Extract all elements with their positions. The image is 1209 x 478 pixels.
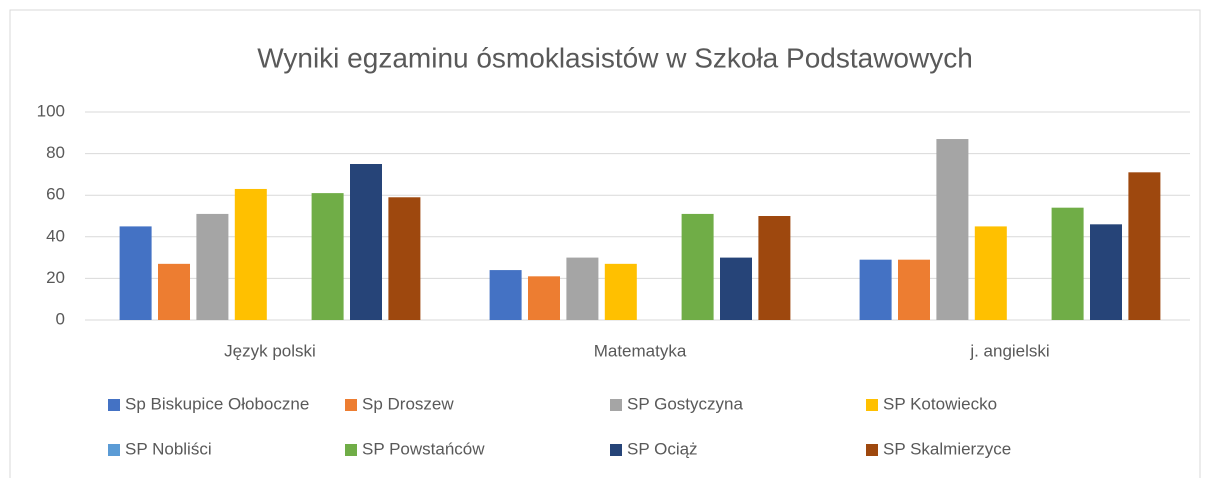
bar [388, 197, 421, 320]
bar [898, 259, 930, 320]
bar [158, 263, 190, 320]
x-tick-label: Język polski [224, 341, 316, 360]
y-tick-label: 40 [46, 226, 65, 245]
y-tick-label: 0 [56, 309, 65, 328]
bar [936, 139, 969, 320]
legend-label: SP Kotowiecko [883, 394, 997, 413]
bar [489, 270, 522, 320]
legend-label: SP Powstańców [362, 439, 485, 458]
bar [1090, 224, 1122, 320]
legend-swatch [866, 444, 878, 456]
legend-label: SP Nobliści [125, 439, 212, 458]
x-tick-label: Matematyka [594, 341, 687, 360]
bar [566, 257, 599, 320]
legend-swatch [345, 444, 357, 456]
legend-swatch [610, 444, 622, 456]
legend-label: SP Gostyczyna [627, 394, 743, 413]
legend-swatch [108, 444, 120, 456]
legend-label: Sp Biskupice Ołoboczne [125, 394, 309, 413]
legend-swatch [866, 399, 878, 411]
legend-swatch [108, 399, 120, 411]
bar [681, 213, 714, 320]
bar [311, 193, 344, 320]
bar [1051, 207, 1084, 320]
bar [234, 188, 267, 320]
chart-title: Wyniki egzaminu ósmoklasistów w Szkoła P… [257, 42, 973, 73]
bar [196, 213, 229, 320]
y-tick-label: 100 [37, 101, 65, 120]
bar [720, 257, 752, 320]
bar [528, 276, 560, 320]
legend-label: Sp Droszew [362, 394, 454, 413]
bar [350, 164, 382, 320]
bar [974, 226, 1007, 320]
bar [119, 226, 152, 320]
legend-swatch [610, 399, 622, 411]
legend-label: SP Ociąż [627, 439, 698, 458]
x-tick-label: j. angielski [969, 341, 1049, 360]
bar [1128, 172, 1161, 320]
bar [859, 259, 892, 320]
bar [604, 263, 637, 320]
legend-label: SP Skalmierzyce [883, 439, 1011, 458]
y-tick-label: 20 [46, 268, 65, 287]
bar [758, 216, 791, 320]
y-tick-label: 60 [46, 185, 65, 204]
y-tick-label: 80 [46, 143, 65, 162]
legend-swatch [345, 399, 357, 411]
